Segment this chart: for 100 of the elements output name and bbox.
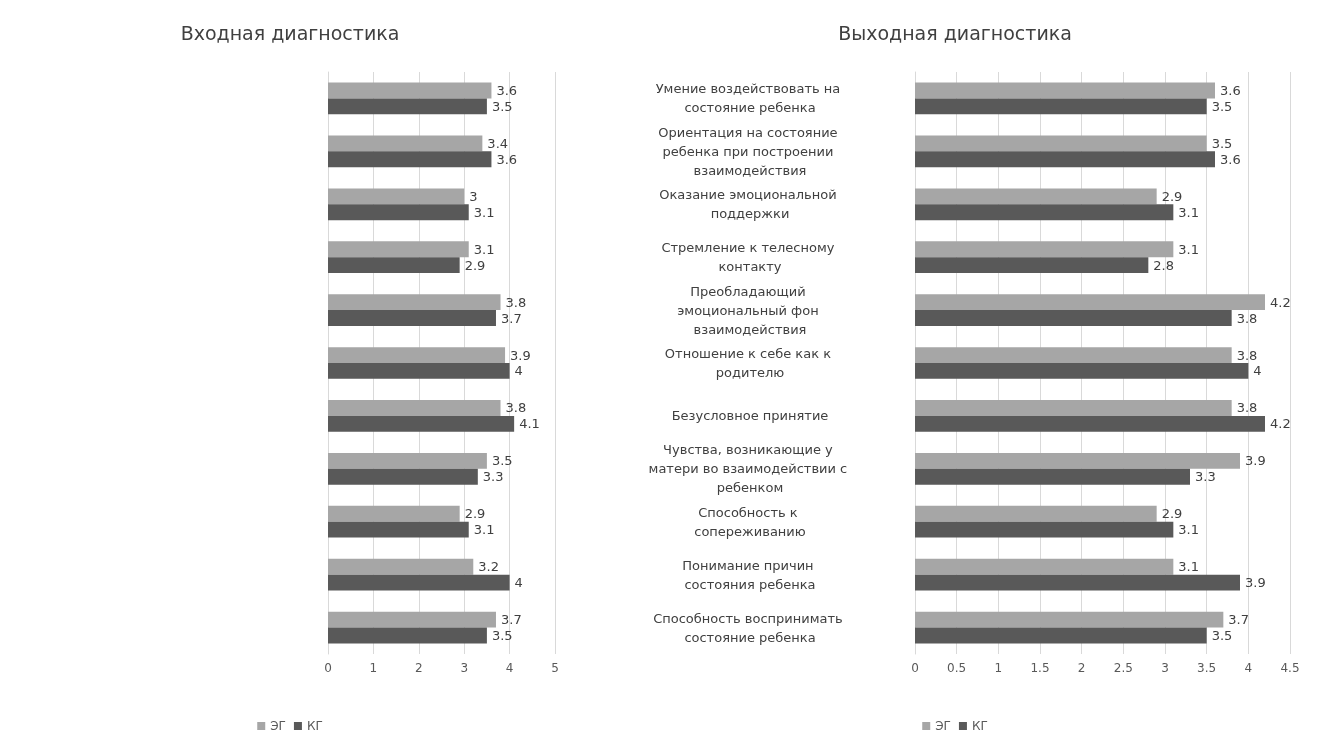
data-label: 3.5: [491, 627, 513, 643]
y-tick-label: Отношение к себе как к родителю: [664, 346, 836, 380]
data-label: 3.3: [1195, 469, 1216, 485]
data-label: 3.8: [505, 400, 527, 416]
data-label: 3.6: [496, 83, 518, 99]
y-tick-label: Оказание эмоциональной поддержки: [659, 187, 841, 222]
bar: [328, 294, 501, 311]
data-label: 3.3: [482, 469, 504, 485]
data-label: 3.1: [1178, 241, 1200, 257]
y-tick-label: Способность воспринимать состояние ребенка: [653, 610, 847, 645]
bar: [328, 505, 460, 522]
y-tick-label: Безусловное принятие: [671, 408, 829, 424]
data-label: 2.9: [1161, 506, 1183, 522]
data-label: 4.2: [1270, 294, 1291, 310]
data-label: 4.1: [519, 416, 540, 432]
data-label: 3.1: [473, 522, 495, 538]
chart-title: Входная диагностика: [180, 21, 400, 44]
bar: [915, 468, 1190, 485]
bar: [328, 611, 496, 628]
data-label: 3.7: [500, 310, 522, 326]
data-label: 2.8: [1153, 257, 1175, 273]
bar: [328, 627, 487, 644]
data-label: 3.1: [473, 241, 495, 257]
bar: [328, 241, 469, 258]
bar: [915, 241, 1174, 258]
x-tick-label: 2: [414, 661, 423, 675]
data-label: 3.8: [1236, 347, 1258, 363]
data-label: 2.9: [464, 506, 486, 522]
x-tick-label: 4.5: [1280, 661, 1300, 675]
data-label: 3.1: [473, 204, 495, 220]
x-tick-label: 0: [911, 661, 919, 675]
x-tick-label: 3.5: [1197, 661, 1217, 675]
bar: [915, 98, 1207, 115]
bar: [328, 521, 469, 538]
bar: [328, 151, 492, 168]
data-label: 3.9: [510, 347, 531, 363]
x-tick-label: 2.5: [1113, 661, 1133, 675]
x-tick-label: 3: [460, 661, 469, 675]
data-label: 3.5: [491, 98, 513, 114]
bar: [915, 204, 1174, 221]
data-label: 3.2: [478, 559, 499, 575]
data-label: 3.5: [491, 453, 513, 469]
bar: [328, 468, 478, 485]
data-label: 3.8: [1236, 400, 1258, 416]
legend-label: ЭГ: [270, 719, 286, 733]
bar: [328, 347, 506, 363]
bar: [915, 627, 1207, 644]
data-label: 3.8: [1236, 310, 1258, 326]
bar: [328, 188, 465, 205]
bar: [328, 98, 487, 115]
data-label: 3.5: [1211, 135, 1233, 151]
bar: [915, 400, 1232, 416]
data-label: 3.9: [1245, 453, 1266, 469]
y-tick-label: Ориентация на состояние ребенка при построении взаимодействия: [658, 124, 842, 178]
legend-label: ЭГ: [935, 719, 951, 733]
bar: [915, 82, 1215, 99]
bar: [328, 452, 487, 469]
bar: [328, 363, 510, 379]
x-tick-label: 1.5: [1030, 661, 1050, 675]
x-tick-label: 1: [994, 661, 1003, 675]
data-label: 3.5: [1211, 98, 1233, 114]
data-label: 3.7: [1228, 612, 1250, 628]
data-label: 2.9: [1161, 188, 1183, 204]
y-tick-label: Умение воздействовать на состояние ребенка: [655, 81, 845, 116]
bar: [328, 257, 460, 274]
x-tick-label: 5: [551, 661, 559, 675]
bar: [328, 82, 492, 99]
data-label: 3.5: [1211, 627, 1233, 643]
x-tick-label: 4: [1244, 661, 1253, 675]
x-tick-label: 0.5: [947, 661, 967, 675]
bar: [915, 574, 1240, 591]
bar: [915, 611, 1224, 628]
data-label: 2.9: [464, 257, 486, 273]
bar: [915, 188, 1157, 205]
data-label: 3.1: [1178, 559, 1200, 575]
y-tick-label: Способность к сопереживанию: [694, 504, 806, 539]
bar: [915, 347, 1232, 363]
data-label: 3.1: [1178, 204, 1200, 220]
bar: [915, 558, 1174, 575]
y-tick-label: Преобладающий эмоциональный фон взаимодействия: [677, 283, 823, 337]
bar: [328, 310, 496, 326]
x-tick-label: 1: [369, 661, 378, 675]
x-tick-label: 4: [505, 661, 514, 675]
data-label: 3.8: [505, 294, 527, 310]
bar: [328, 558, 474, 575]
bar: [915, 257, 1149, 274]
data-label: 3: [469, 188, 478, 204]
data-label: 3.7: [500, 612, 522, 628]
bar: [328, 204, 469, 221]
bar: [915, 505, 1157, 522]
bar: [915, 135, 1207, 152]
bar: [915, 415, 1265, 432]
y-tick-label: Чувства, возникающие у матери во взаимодействии с ребенком: [648, 442, 852, 496]
data-label: 4: [514, 363, 523, 379]
data-label: 4: [514, 575, 523, 591]
data-label: 3.6: [1220, 151, 1241, 167]
y-tick-label: Понимание причин состояния ребенка: [682, 557, 818, 592]
bar: [328, 135, 483, 152]
bar: [328, 400, 501, 416]
x-tick-label: 3: [1161, 661, 1169, 675]
